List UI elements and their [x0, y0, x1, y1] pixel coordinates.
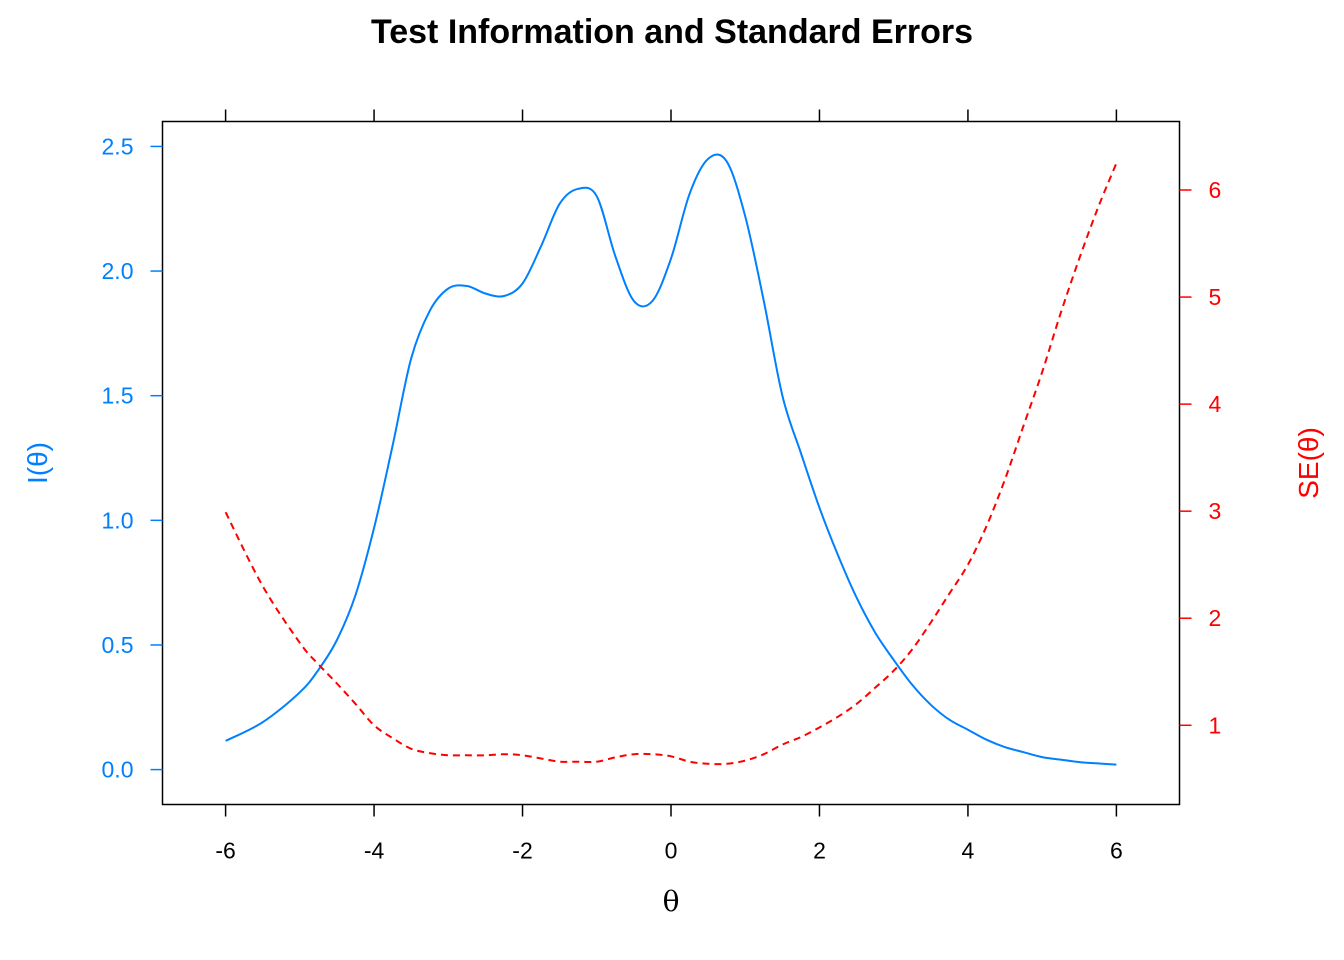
y-right-tick-label: 6 [1209, 177, 1222, 203]
x-tick-label: -2 [512, 838, 532, 864]
y-left-tick-label: 1.0 [102, 507, 134, 533]
y-left-tick-label: 1.5 [102, 383, 134, 409]
series-layer [224, 153, 1118, 766]
y-left-tick-label: 0.5 [102, 632, 134, 658]
y-right-tick-label: 3 [1209, 498, 1222, 524]
y-left-tick-label: 2.5 [102, 133, 134, 159]
x-tick-label: -4 [364, 838, 385, 864]
x-tick-label: -6 [215, 838, 235, 864]
y-left-tick-label: 2.0 [102, 258, 134, 284]
information-curve [225, 153, 1117, 766]
x-tick-label: 4 [962, 838, 975, 864]
y-axis-right-label: SE(θ) [1293, 427, 1324, 499]
y-axis-left-label: I(θ) [22, 442, 53, 484]
chart-title: Test Information and Standard Errors [371, 13, 973, 51]
y-axis-left: 0.0 0.5 1.0 1.5 2.0 2.5 [102, 133, 163, 783]
x-tick-label: 0 [665, 838, 678, 864]
standard-error-curve [224, 162, 1118, 766]
x-axis-label: θ [663, 885, 680, 918]
y-axis-right: 1 2 3 4 5 6 [1179, 177, 1222, 738]
x-tick-label: 6 [1110, 838, 1123, 864]
y-right-tick-label: 1 [1209, 712, 1222, 738]
plot-frame [161, 120, 1181, 806]
y-right-tick-label: 2 [1209, 605, 1222, 631]
y-left-tick-label: 0.0 [102, 757, 134, 783]
y-right-tick-label: 4 [1209, 391, 1222, 417]
x-tick-label: 2 [813, 838, 826, 864]
x-axis: -6 -4 -2 0 2 4 6 [215, 109, 1123, 864]
y-right-tick-label: 5 [1209, 284, 1222, 310]
